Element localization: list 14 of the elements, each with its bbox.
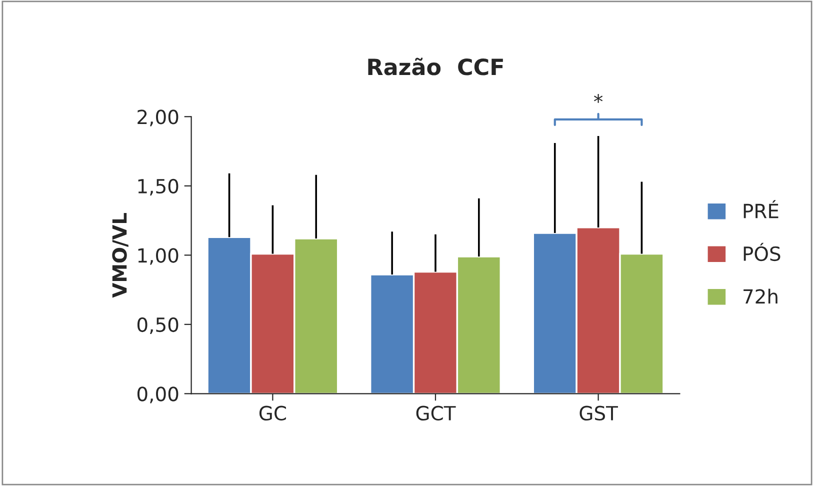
x-tick-label: GCT xyxy=(416,406,456,421)
legend-label: PRÉ xyxy=(744,200,778,218)
y-tick-label: 1,50 xyxy=(138,178,178,196)
y-tick-label: 2,00 xyxy=(138,110,178,126)
legend-label: PÓS xyxy=(744,242,780,262)
y-axis-title: VMO/VL xyxy=(112,212,128,298)
y-tick-label: 0,00 xyxy=(137,386,178,404)
y-tick-label: 0,50 xyxy=(137,317,178,334)
y-tick-label: 1,00 xyxy=(138,248,178,265)
chart-title: Razão CCF xyxy=(368,58,503,76)
text: * xyxy=(594,94,603,103)
x-tick-label: GC xyxy=(259,406,286,421)
x-tick-label: GST xyxy=(580,406,618,421)
legend-label: 72h xyxy=(744,288,778,304)
